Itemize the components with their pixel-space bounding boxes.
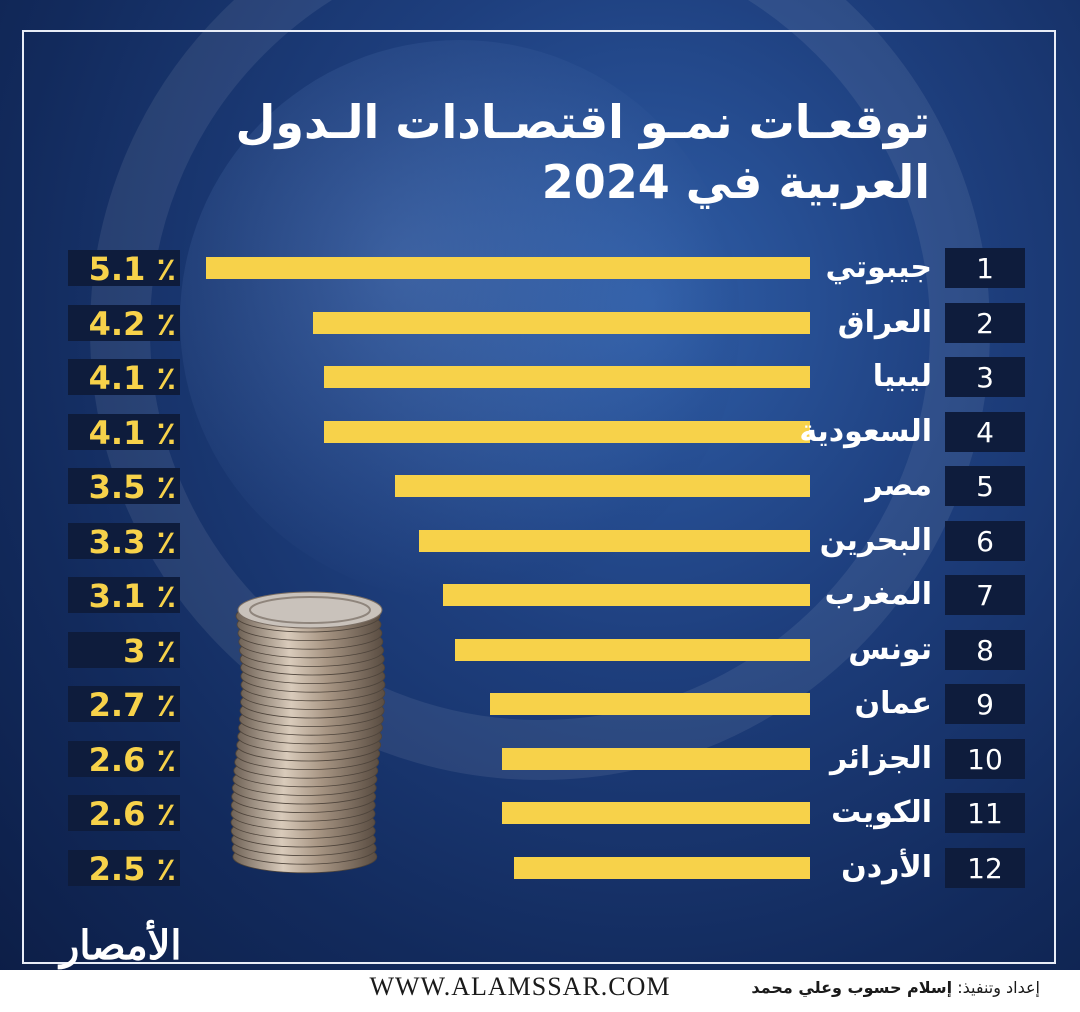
data-label: ٪ 2.7 <box>68 686 180 724</box>
logo-text: الأمصار <box>60 922 182 969</box>
website-url[interactable]: WWW.ALAMSSAR.COM <box>369 972 671 1001</box>
chart-title: توقعـات نمـو اقتصـادات الـدول العربية في… <box>230 92 930 212</box>
category-label: مصر <box>865 468 932 503</box>
bar <box>324 420 810 443</box>
data-label: ٪ 2.6 <box>68 795 180 833</box>
category-label: الأردن <box>841 849 932 885</box>
category-label: العراق <box>837 304 932 340</box>
rank-label: 2 <box>945 302 1025 343</box>
footer-bar <box>0 970 1080 1012</box>
chart-row: ٪ 3.3 البحرين 6 <box>0 520 1080 561</box>
rank-label: 1 <box>945 248 1025 288</box>
rank-label: 10 <box>945 738 1025 779</box>
rank-label: 3 <box>945 357 1025 397</box>
credit-names: إسلام حسوب وعلي محمد <box>751 978 953 997</box>
credit-label: إعداد وتنفيذ: <box>957 978 1040 997</box>
category-label: جيبوتي <box>825 250 932 285</box>
logo: الأمصار <box>60 922 182 969</box>
rank-label: 9 <box>945 684 1025 724</box>
bar <box>454 638 810 661</box>
credit-text: إعداد وتنفيذ: إسلام حسوب وعلي محمد <box>751 978 1040 997</box>
bar <box>395 475 810 497</box>
rank-label: 12 <box>945 847 1025 888</box>
data-label: ٪ 4.1 <box>68 413 180 452</box>
category-label: عمان <box>854 686 932 721</box>
data-label: ٪ 3.5 <box>68 468 180 506</box>
chart-row: ٪ 3.1 المغرب 7 <box>0 575 1080 615</box>
data-label: ٪ 4.1 <box>68 359 180 397</box>
category-label: البحرين <box>819 522 932 558</box>
title-line-1: توقعـات نمـو اقتصـادات الـدول <box>235 95 930 149</box>
category-label: تونس <box>848 631 932 667</box>
chart-row: ٪ 4.1 السعودية 4 <box>0 411 1080 452</box>
rank-label: 6 <box>945 520 1025 561</box>
bar <box>324 366 810 388</box>
category-label: الجزائر <box>829 740 932 776</box>
data-label: ٪ 2.5 <box>68 849 180 888</box>
bar <box>206 257 810 279</box>
title-line-2: العربية في 2024 <box>541 155 930 209</box>
rank-label: 7 <box>945 575 1025 615</box>
rank-label: 11 <box>945 793 1025 833</box>
chart-row: ٪ 2.6 الكويت 11 <box>0 793 1080 833</box>
bar <box>442 584 810 606</box>
bar <box>513 856 810 879</box>
chart-row: ٪ 2.6 الجزائر 10 <box>0 738 1080 779</box>
data-label: ٪ 2.6 <box>68 740 180 779</box>
chart-row: ٪ 4.2 العراق 2 <box>0 302 1080 343</box>
chart-row: ٪ 5.1 جيبوتي 1 <box>0 248 1080 288</box>
rank-label: 5 <box>945 466 1025 506</box>
category-label: الكويت <box>831 795 932 830</box>
rank-label: 8 <box>945 629 1025 670</box>
bar <box>502 747 810 770</box>
data-label: ٪ 3 <box>68 631 180 670</box>
frame-border <box>22 30 1056 964</box>
bar <box>502 802 810 824</box>
chart-row: ٪ 4.1 ليبيا 3 <box>0 357 1080 397</box>
data-label: ٪ 4.2 <box>68 304 180 343</box>
category-label: السعودية <box>799 413 932 449</box>
chart-row: ٪ 2.7 عمان 9 <box>0 684 1080 724</box>
data-label: ٪ 3.3 <box>68 522 180 561</box>
bar <box>312 311 810 334</box>
bar <box>490 693 810 715</box>
data-label: ٪ 5.1 <box>68 250 180 288</box>
chart-row: ٪ 3 تونس 8 <box>0 629 1080 670</box>
chart-row: ٪ 2.5 الأردن 12 <box>0 847 1080 888</box>
data-label: ٪ 3.1 <box>68 577 180 615</box>
rank-label: 4 <box>945 411 1025 452</box>
chart-row: ٪ 3.5 مصر 5 <box>0 466 1080 506</box>
coin-stack-icon <box>230 591 386 874</box>
bar <box>419 529 810 552</box>
category-label: ليبيا <box>872 359 932 394</box>
category-label: المغرب <box>824 577 932 612</box>
